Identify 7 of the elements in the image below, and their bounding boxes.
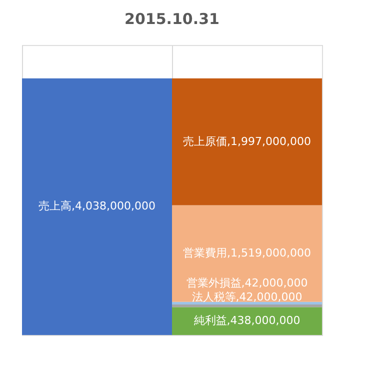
data-label: 法人税等,42,000,000 — [192, 290, 302, 304]
chart-title: 2015.10.31 — [124, 10, 220, 28]
data-label: 売上高,4,038,000,000 — [38, 200, 156, 213]
data-label: 売上原価,1,997,000,000 — [183, 134, 311, 148]
data-label: 営業費用,1,519,000,000 — [183, 246, 311, 260]
data-label: 営業外損益,42,000,000 — [186, 276, 308, 290]
data-label: 純利益,438,000,000 — [194, 314, 300, 328]
